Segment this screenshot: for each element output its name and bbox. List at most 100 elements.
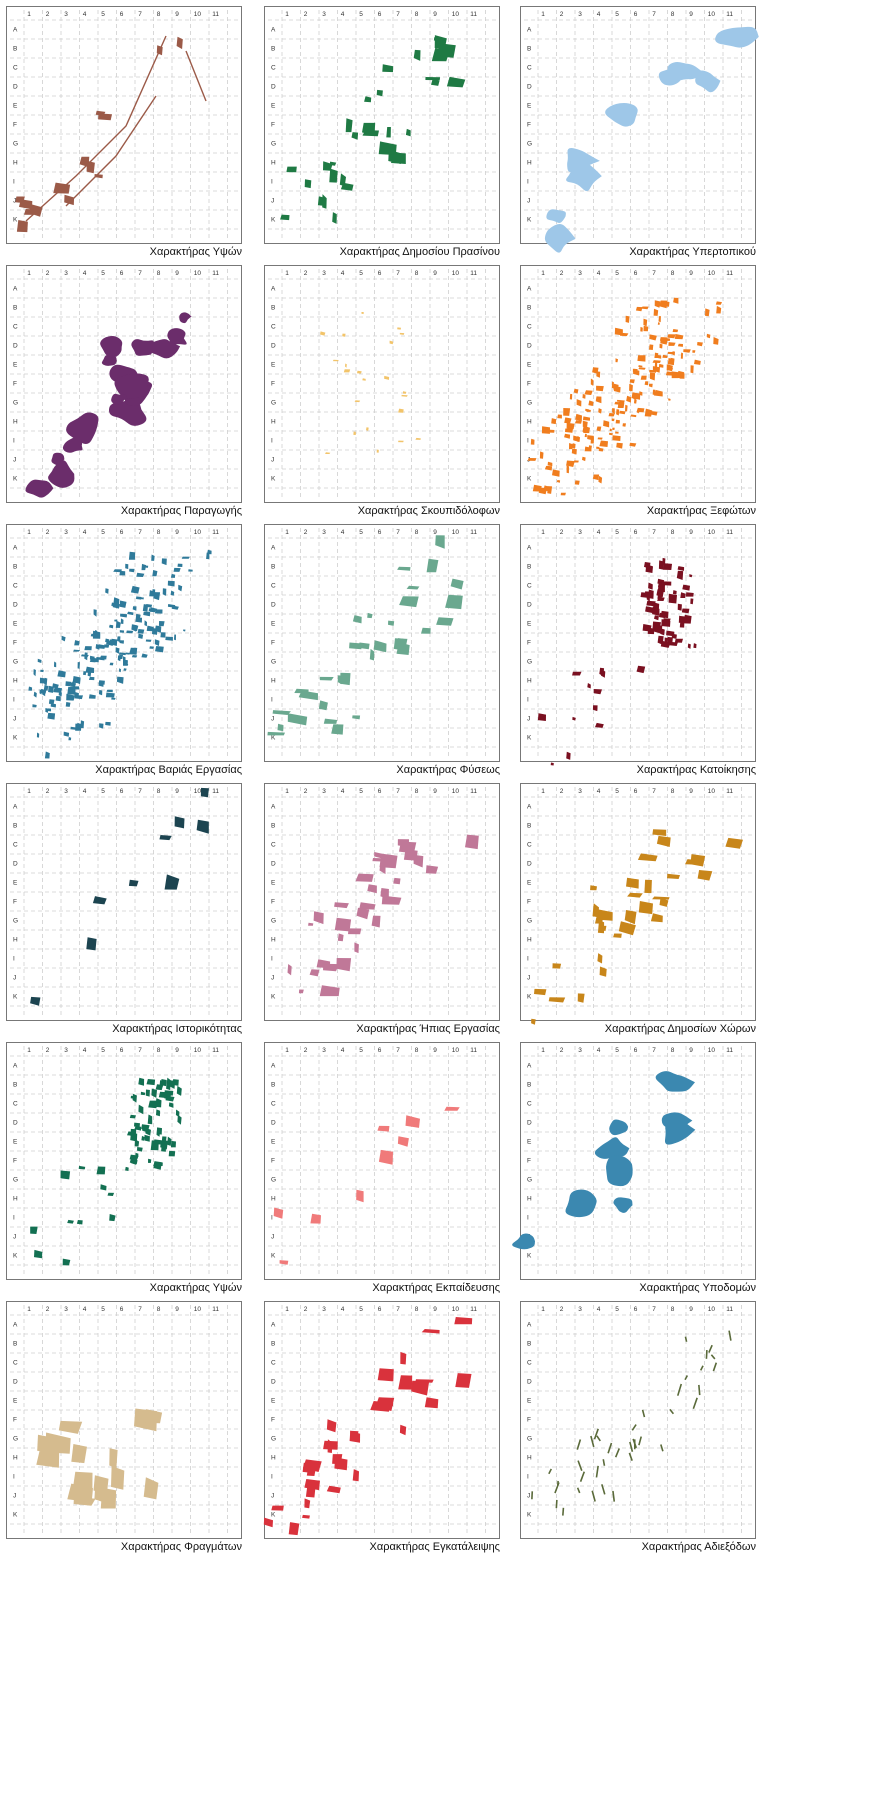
map-caption: Χαρακτήρας Φραγμάτων <box>120 1541 242 1553</box>
grid-column-label: 6 <box>120 11 124 18</box>
map-feature <box>660 610 669 619</box>
map-feature <box>569 443 573 450</box>
map-feature <box>646 592 650 602</box>
map-feature <box>530 438 535 445</box>
map-feature <box>302 1514 310 1519</box>
map-feature <box>119 668 121 673</box>
grid-row-label: J <box>13 716 16 723</box>
map-feature <box>595 722 604 728</box>
map-feature <box>113 598 120 605</box>
grid-column-label: 5 <box>359 1306 363 1313</box>
map-feature <box>80 720 85 729</box>
grid-row-label: A <box>13 1322 18 1329</box>
map-feature <box>120 613 128 618</box>
grid-column-label: 8 <box>157 1047 161 1054</box>
grid-row-label: C <box>527 583 532 590</box>
map-feature <box>71 1444 87 1464</box>
map-feature <box>131 1155 138 1165</box>
map-feature <box>155 1098 162 1108</box>
grid-row-label: F <box>527 1417 531 1424</box>
map-feature <box>37 1434 57 1455</box>
map-feature <box>99 655 107 660</box>
map-feature <box>649 369 657 373</box>
grid-row-label: B <box>271 823 275 830</box>
grid-row-label: G <box>13 400 18 407</box>
map-feature <box>352 615 362 624</box>
map-feature <box>638 901 653 915</box>
map-feature <box>86 937 97 951</box>
map-feature <box>614 401 620 405</box>
map-feature <box>690 365 694 374</box>
grid-row-label: F <box>271 381 275 388</box>
map-panel: 1 2 3 4 5 6 7 8 9 10 11 A B C D E F G H I J K Χαρακτήρας Δημοσ… <box>264 6 500 262</box>
grid-row-label: F <box>271 899 275 906</box>
map-feature <box>67 1219 74 1224</box>
map-feature <box>63 731 70 737</box>
map-canvas: 1 2 3 4 5 6 7 8 9 10 11 A B C D E F G H I J K <box>264 6 500 244</box>
map-frame <box>520 524 756 762</box>
map-feature <box>273 1207 284 1219</box>
map-feature <box>111 1466 125 1490</box>
grid-row-label: J <box>271 716 274 723</box>
map-feature <box>304 179 312 189</box>
map-feature <box>37 658 42 663</box>
map-feature <box>137 1147 143 1152</box>
grid-column-label: 4 <box>597 1306 601 1313</box>
grid-row-label: I <box>271 1474 273 1481</box>
map-feature <box>399 1424 407 1436</box>
grid-row-label: E <box>527 880 532 887</box>
map-feature <box>138 633 144 639</box>
grid-lines <box>268 787 496 1017</box>
map-feature <box>527 458 537 461</box>
grid-row-label: H <box>271 937 276 944</box>
map-feature <box>144 1134 150 1142</box>
grid-row-label: G <box>527 659 532 666</box>
grid-row-label: I <box>271 697 273 704</box>
grid-row-label: C <box>527 65 532 72</box>
map-panel: 1 2 3 4 5 6 7 8 9 10 11 A B C D E F G H I J K Χαρακτήρας Ήπιας… <box>264 783 500 1039</box>
map-feature <box>613 933 622 938</box>
map-feature <box>135 617 142 623</box>
map-feature <box>674 334 684 340</box>
grid-column-label: 4 <box>597 270 601 277</box>
grid-column-label: 8 <box>157 529 161 536</box>
map-feature <box>60 1170 71 1180</box>
grid-column-label: 1 <box>27 11 31 18</box>
map-feature <box>590 378 594 386</box>
map-feature <box>655 354 662 359</box>
map-feature <box>128 551 136 560</box>
map-feature <box>715 26 759 48</box>
grid-column-label: 5 <box>615 270 619 277</box>
map-feature <box>398 1375 413 1390</box>
map-feature <box>592 705 598 712</box>
map-feature <box>588 445 592 450</box>
map-feature <box>654 300 661 308</box>
map-feature <box>364 96 372 103</box>
grid-column-label: 7 <box>138 1047 142 1054</box>
map-frame <box>6 783 242 1021</box>
map-shapes <box>531 1330 732 1516</box>
grid-row-label: D <box>13 84 18 91</box>
grid-column-label: 4 <box>341 529 345 536</box>
map-feature <box>440 43 456 58</box>
grid-column-label: 8 <box>157 788 161 795</box>
grid-column-label: 8 <box>671 529 675 536</box>
grid-column-label: 6 <box>634 1047 638 1054</box>
map-panel: 1 2 3 4 5 6 7 8 9 10 11 A B C D E F G H I J K Χαρακτήρας Σκουπ… <box>264 265 500 521</box>
map-feature <box>380 888 389 900</box>
map-feature <box>53 687 63 693</box>
map-feature <box>152 627 158 635</box>
map-feature <box>305 1485 316 1498</box>
map-feature <box>450 578 464 590</box>
grid-column-label: 11 <box>470 11 477 18</box>
grid-column-label: 11 <box>470 270 477 277</box>
grid-row-label: D <box>527 84 532 91</box>
map-feature <box>699 1365 704 1371</box>
map-feature <box>573 435 581 442</box>
map-feature <box>659 337 667 342</box>
grid-row-label: D <box>271 1120 276 1127</box>
map-feature <box>72 681 75 687</box>
map-canvas: 1 2 3 4 5 6 7 8 9 10 11 A B C D E F G H I J K <box>263 1301 500 1539</box>
grid-row-label: K <box>13 735 18 742</box>
grid-row-label: B <box>271 564 275 571</box>
